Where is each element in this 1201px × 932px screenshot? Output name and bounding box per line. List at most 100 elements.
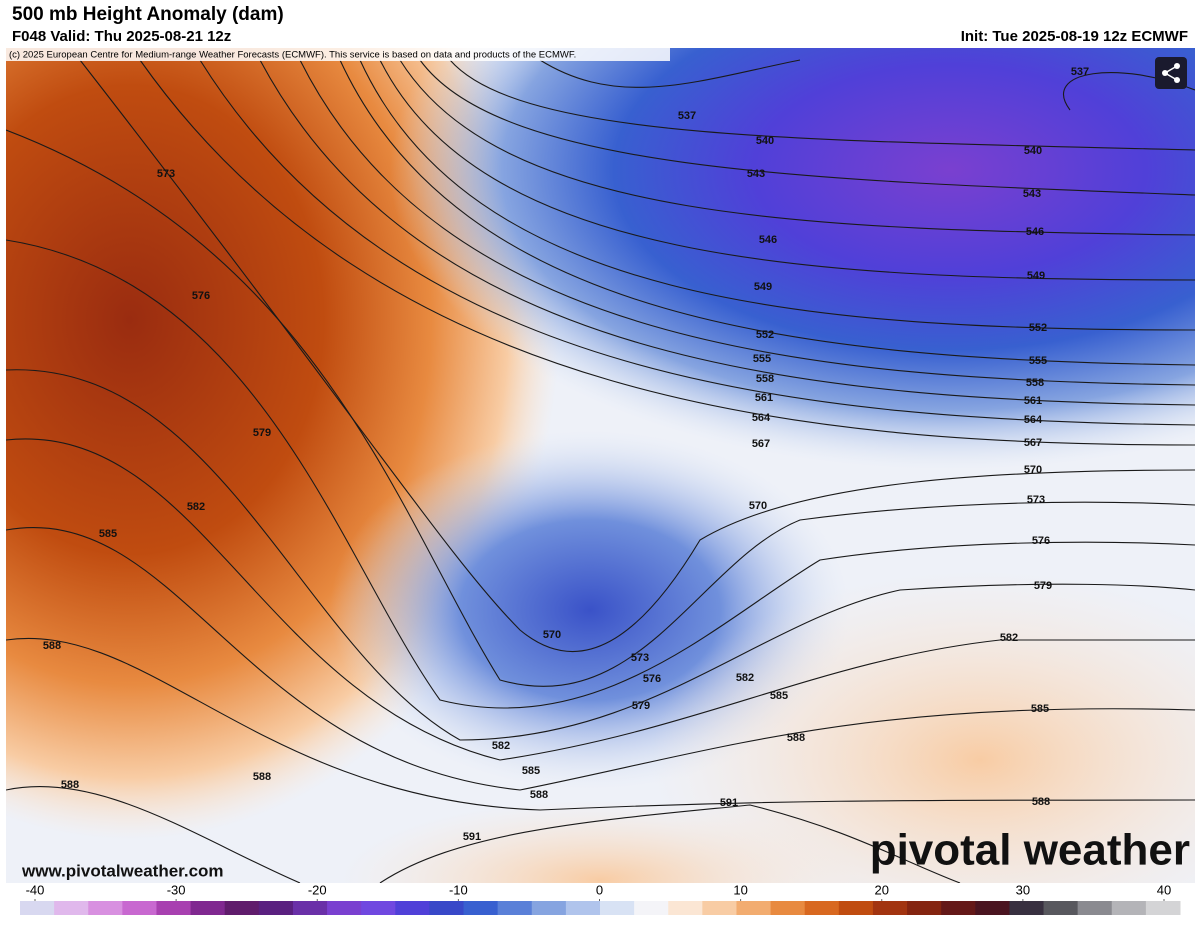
contour-label: 585 (1031, 703, 1049, 715)
contour-label: 582 (1000, 632, 1018, 644)
logo: pivotal weather (870, 826, 1190, 875)
contour-labels: 537 537 540 540 543 543 546 546 549 549 552 552 555 5… (43, 66, 1089, 843)
colorbar-swatch (838, 901, 874, 915)
contour-label: 576 (643, 673, 661, 685)
contour-label: 549 (754, 281, 772, 293)
contour-label: 582 (187, 501, 205, 513)
contours (6, 59, 1195, 883)
contour-label: 564 (1024, 414, 1043, 426)
contour-label: 537 (1071, 66, 1089, 78)
title: 500 mb Height Anomaly (dam) (12, 4, 284, 25)
contour-label: 582 (736, 672, 754, 684)
valid-time: F048 Valid: Thu 2025-08-21 12z (12, 28, 231, 45)
colorbar-tick-label: -10 (449, 882, 468, 897)
contour-label: 579 (632, 700, 650, 712)
colorbar-swatch (1111, 901, 1147, 915)
contour-label: 543 (747, 168, 765, 180)
contour-label: 585 (770, 690, 788, 702)
cold-anomaly (390, 48, 1195, 470)
colorbar-swatch (429, 901, 465, 915)
colorbar-swatch (292, 901, 328, 915)
colorbar-tick-label: 20 (875, 882, 889, 897)
contour-label: 579 (1034, 580, 1052, 592)
colorbar-swatch (1043, 901, 1079, 915)
share-button[interactable] (1155, 57, 1187, 89)
colorbar-tick-label: -20 (308, 882, 327, 897)
colorbar-swatch (224, 901, 260, 915)
colorbar-swatch (804, 901, 840, 915)
contour-label: 555 (1029, 355, 1047, 367)
contour-label: 582 (492, 740, 510, 752)
contour-label: 591 (720, 797, 738, 809)
colorbar-tick-label: 40 (1157, 882, 1171, 897)
contour-label: 585 (522, 765, 540, 777)
init-time: Init: Tue 2025-08-19 12z ECMWF (961, 28, 1188, 45)
colorbar-tick-label: 30 (1016, 882, 1030, 897)
colorbar-swatch (941, 901, 976, 915)
colorbar-swatch (702, 901, 737, 915)
colorbar-swatch (600, 901, 635, 915)
contour-label: 540 (756, 135, 774, 147)
copyright: (c) 2025 European Centre for Medium-rang… (9, 50, 576, 61)
watermark: www.pivotalweather.com (21, 861, 224, 880)
contour-label: 567 (752, 438, 770, 450)
contour-label: 573 (1027, 494, 1045, 506)
colorbar-swatch (1077, 901, 1113, 915)
colorbar-swatch (565, 901, 601, 915)
colorbar-swatch (258, 901, 294, 915)
colorbar-swatch (190, 901, 226, 915)
colorbar-swatch (20, 901, 55, 915)
contour-label: 546 (759, 234, 777, 246)
colorbar-swatch (497, 901, 533, 915)
colorbar-swatch (122, 901, 157, 915)
colorbar-swatch (463, 901, 499, 915)
contour-label: 543 (1023, 188, 1041, 200)
copyright-bg (6, 48, 670, 61)
colorbar-tick-label: 10 (733, 882, 747, 897)
contour-label: 588 (530, 789, 548, 801)
contour-label: 537 (678, 110, 696, 122)
contour-label: 570 (1024, 464, 1042, 476)
contour-label: 579 (253, 427, 271, 439)
colorbar-swatch (736, 901, 772, 915)
colorbar-swatch (907, 901, 942, 915)
colorbar-tick-label: 0 (596, 882, 603, 897)
colorbar-swatch (395, 901, 430, 915)
contour-label: 588 (43, 640, 61, 652)
contour-label: 585 (99, 528, 117, 540)
contour-label: 573 (157, 168, 175, 180)
contour-label: 558 (756, 373, 774, 385)
contour-label: 561 (1024, 395, 1042, 407)
colorbar-swatch (872, 901, 908, 915)
contour-label: 555 (753, 353, 771, 365)
contour-label: 591 (463, 831, 481, 843)
contour-label: 564 (752, 412, 771, 424)
colorbar-tick-label: -30 (167, 882, 186, 897)
contour-label: 576 (1032, 535, 1050, 547)
contour-label: 570 (543, 629, 561, 641)
colorbar: -40 -30 -20 -10 0 10 20 30 40 (20, 882, 1181, 915)
colorbar-swatch (634, 901, 669, 915)
warm-south (340, 800, 860, 883)
contour-label: 552 (756, 329, 774, 341)
colorbar-swatch (327, 901, 362, 915)
contour-label: 588 (1032, 796, 1050, 808)
colorbar-swatch (156, 901, 192, 915)
warm-southeast (650, 570, 1195, 883)
contour-label: 570 (749, 500, 767, 512)
colorbar-swatch (531, 901, 567, 915)
contour-label: 540 (1024, 145, 1042, 157)
colorbar-tick-label: -40 (26, 882, 45, 897)
contour-label: 588 (253, 771, 271, 783)
colorbar-swatch (54, 901, 89, 915)
contour-label: 588 (61, 779, 79, 791)
colorbar-swatch (1145, 901, 1181, 915)
colorbar-swatch (1009, 901, 1045, 915)
colorbar-swatch (668, 901, 703, 915)
contour-label: 549 (1027, 270, 1045, 282)
colorbar-swatch (88, 901, 123, 915)
contour-label: 567 (1024, 437, 1042, 449)
